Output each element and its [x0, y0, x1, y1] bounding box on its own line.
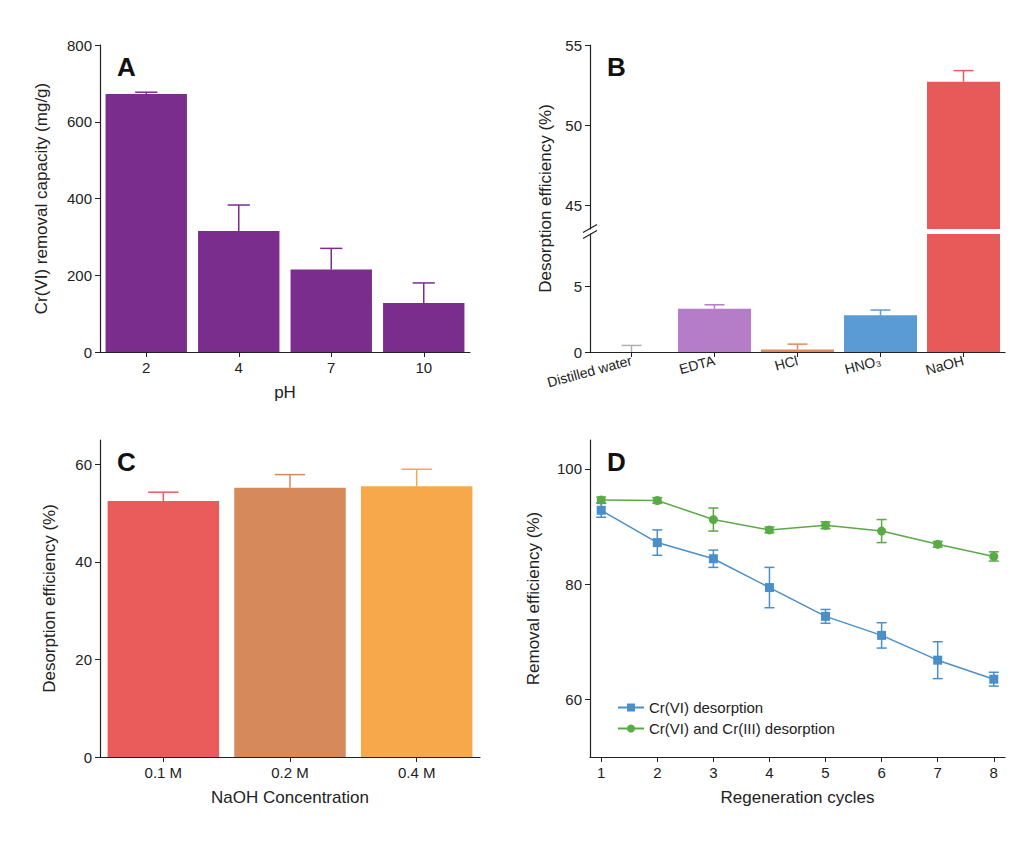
svg-text:Cr(VI) removal capacity (mg/g): Cr(VI) removal capacity (mg/g) — [32, 83, 51, 314]
svg-text:8: 8 — [990, 764, 998, 781]
svg-text:80: 80 — [565, 576, 582, 593]
svg-text:B: B — [607, 52, 626, 82]
svg-text:1: 1 — [597, 764, 605, 781]
svg-text:C: C — [117, 447, 136, 477]
svg-text:60: 60 — [565, 691, 582, 708]
svg-text:3: 3 — [709, 764, 717, 781]
svg-text:0: 0 — [574, 344, 582, 361]
svg-text:NaOH: NaOH — [924, 352, 966, 378]
svg-text:0.2 M: 0.2 M — [271, 764, 309, 781]
svg-text:55: 55 — [565, 37, 582, 54]
svg-text:NaOH Concentration: NaOH Concentration — [211, 788, 369, 807]
svg-text:100: 100 — [557, 460, 582, 477]
svg-text:600: 600 — [67, 113, 92, 130]
svg-text:10: 10 — [415, 359, 432, 376]
svg-text:Distilled water: Distilled water — [545, 352, 634, 390]
svg-text:0.4 M: 0.4 M — [398, 764, 436, 781]
svg-text:45: 45 — [565, 197, 582, 214]
svg-text:Regeneration cycles: Regeneration cycles — [720, 788, 874, 807]
svg-text:0: 0 — [84, 749, 92, 766]
svg-text:5: 5 — [574, 278, 582, 295]
svg-text:HCl: HCl — [773, 352, 800, 373]
svg-text:0: 0 — [84, 344, 92, 361]
svg-text:7: 7 — [327, 359, 335, 376]
svg-text:2: 2 — [142, 359, 150, 376]
svg-text:pH: pH — [274, 383, 296, 402]
svg-text:A: A — [117, 52, 136, 82]
svg-text:Cr(VI) and Cr(III) desorption: Cr(VI) and Cr(III) desorption — [649, 720, 835, 737]
svg-text:800: 800 — [67, 37, 92, 54]
svg-text:200: 200 — [67, 267, 92, 284]
svg-text:Desorption efficiency (%): Desorption efficiency (%) — [536, 104, 555, 293]
svg-text:D: D — [607, 447, 626, 477]
svg-text:4: 4 — [765, 764, 773, 781]
svg-text:50: 50 — [565, 117, 582, 134]
svg-text:4: 4 — [235, 359, 243, 376]
svg-text:EDTA: EDTA — [677, 352, 717, 377]
svg-text:7: 7 — [934, 764, 942, 781]
svg-text:60: 60 — [75, 456, 92, 473]
svg-text:20: 20 — [75, 651, 92, 668]
svg-text:2: 2 — [653, 764, 661, 781]
svg-text:40: 40 — [75, 553, 92, 570]
svg-text:6: 6 — [877, 764, 885, 781]
svg-text:Cr(VI) desorption: Cr(VI) desorption — [649, 699, 763, 716]
svg-text:0.1 M: 0.1 M — [145, 764, 183, 781]
svg-text:400: 400 — [67, 190, 92, 207]
svg-text:Desorption efficiency (%): Desorption efficiency (%) — [40, 504, 59, 693]
svg-text:Removal efficiency (%): Removal efficiency (%) — [524, 512, 543, 686]
svg-text:HNO₃: HNO₃ — [843, 352, 883, 377]
svg-text:5: 5 — [821, 764, 829, 781]
